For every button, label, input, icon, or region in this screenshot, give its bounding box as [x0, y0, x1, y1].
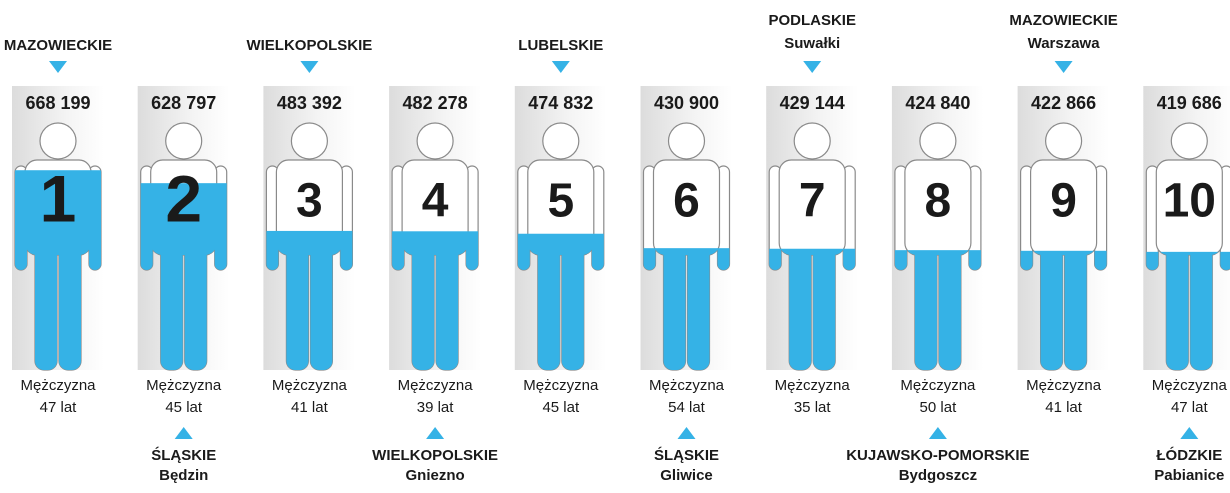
gender: Mężczyzna	[523, 377, 599, 394]
age: 45 lat	[542, 399, 580, 416]
place-label: ŁÓDZKIE	[1156, 446, 1222, 464]
pointer-down	[300, 61, 319, 73]
pointer-up	[677, 427, 696, 439]
pointer-down	[803, 61, 822, 73]
place-label: KUJAWSKO-POMORSKIE	[846, 447, 1029, 464]
head	[290, 122, 328, 160]
gender: Mężczyzna	[272, 377, 348, 394]
age: 50 lat	[920, 399, 958, 416]
head	[793, 122, 831, 160]
pointer-down	[551, 61, 570, 73]
pointer-up	[426, 427, 445, 439]
gender: Mężczyzna	[146, 377, 222, 394]
place-label: WIELKOPOLSKIE	[246, 37, 372, 54]
pointer-up	[1180, 427, 1199, 439]
head	[416, 122, 454, 160]
place-label: MAZOWIECKIE	[1009, 12, 1117, 29]
rank-number: 3	[296, 175, 323, 228]
age: 47 lat	[1171, 399, 1209, 416]
place-label: LUBELSKIE	[518, 37, 603, 54]
gender: Mężczyzna	[398, 377, 474, 394]
place-label: Warszawa	[1028, 35, 1101, 52]
place-label: ŚLĄSKIE	[654, 446, 719, 464]
place-label: Będzin	[159, 467, 208, 484]
rank-number: 5	[547, 175, 574, 228]
place-label: Suwałki	[784, 35, 840, 52]
value-label: 482 278	[403, 93, 468, 113]
pointer-up	[928, 427, 947, 439]
place-label: WIELKOPOLSKIE	[372, 447, 498, 464]
pointer-down	[1054, 61, 1073, 73]
value-label: 483 392	[277, 93, 342, 113]
place-label: MAZOWIECKIE	[4, 37, 112, 54]
gender: Mężczyzna	[649, 377, 725, 394]
value-label: 474 832	[528, 93, 593, 113]
rank-number: 4	[422, 175, 449, 228]
head	[165, 122, 203, 160]
age: 35 lat	[794, 399, 832, 416]
pointer-up	[174, 427, 193, 439]
age: 41 lat	[291, 399, 329, 416]
rank-number: 9	[1050, 175, 1077, 228]
place-label: PODLASKIE	[768, 12, 856, 29]
gender: Mężczyzna	[775, 377, 851, 394]
rank-number: 6	[673, 175, 700, 228]
value-label: 668 199	[25, 93, 90, 113]
head	[919, 122, 957, 160]
gender: Mężczyzna	[20, 377, 96, 394]
gender: Mężczyzna	[1026, 377, 1102, 394]
head	[542, 122, 580, 160]
rank-number: 8	[925, 175, 952, 228]
rank-number: 7	[799, 175, 826, 228]
value-label: 628 797	[151, 93, 216, 113]
age: 54 lat	[668, 399, 706, 416]
value-label: 429 144	[780, 93, 845, 113]
gender: Mężczyzna	[900, 377, 976, 394]
value-label: 422 866	[1031, 93, 1096, 113]
rank-number: 1	[40, 161, 77, 235]
rank-number: 10	[1163, 175, 1216, 228]
place-label: Bydgoszcz	[899, 467, 977, 484]
value-label: 424 840	[905, 93, 970, 113]
head	[1044, 122, 1083, 160]
place-label: Gliwice	[660, 467, 713, 484]
pointer-down	[49, 61, 67, 73]
rank-number: 2	[165, 161, 202, 235]
age: 39 lat	[417, 399, 455, 416]
gender: Mężczyzna	[1152, 377, 1228, 394]
head	[39, 122, 77, 160]
value-label: 419 686	[1157, 93, 1222, 113]
place-label: ŚLĄSKIE	[151, 446, 216, 464]
age: 45 lat	[165, 399, 203, 416]
head	[667, 122, 706, 160]
place-label: Pabianice	[1154, 467, 1224, 484]
value-label: 430 900	[654, 93, 719, 113]
age: 41 lat	[1045, 399, 1083, 416]
head	[1170, 122, 1208, 160]
place-label: Gniezno	[406, 467, 465, 484]
age: 47 lat	[40, 399, 78, 416]
